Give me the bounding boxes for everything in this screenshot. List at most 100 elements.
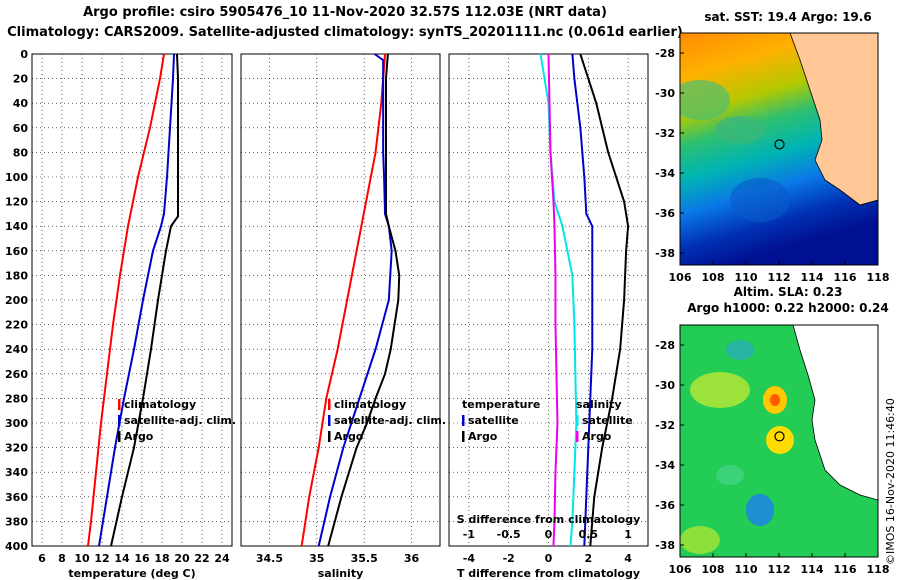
legend-label: Argo — [468, 430, 498, 443]
float-position-marker — [774, 431, 785, 442]
series-line-climatology — [87, 53, 165, 547]
legend-swatch — [462, 431, 465, 442]
map-lon-tick: 106 — [669, 271, 692, 284]
y-tick-label: 20 — [13, 73, 29, 86]
map-lon-tick: 112 — [768, 563, 791, 576]
y-tick-label: 140 — [5, 220, 28, 233]
legend-temperature: climatology satellite-adj. clim. Argo — [118, 398, 236, 443]
x-tick-label: 22 — [194, 552, 209, 565]
y-tick-label: 0 — [20, 48, 28, 61]
series-line-salinity-argo — [579, 53, 630, 547]
map-lon-tick: 106 — [669, 563, 692, 576]
legend-swatch — [576, 415, 579, 426]
x-tick-label: 18 — [154, 552, 169, 565]
legend-swatch — [118, 399, 121, 410]
sla-map-title: Altim. SLA: 0.23 — [733, 285, 843, 299]
legend-swatch — [118, 415, 121, 426]
x-tick-label: 35 — [309, 552, 324, 565]
x-tick-label: 6 — [38, 552, 46, 565]
map-lat-tick: -30 — [655, 379, 675, 392]
y-tick-label: 80 — [13, 146, 29, 159]
x-axis-label: salinity — [318, 567, 364, 580]
legend-swatch — [328, 431, 331, 442]
legend-label: satellite — [582, 414, 633, 427]
y-tick-label: 340 — [5, 466, 28, 479]
y-tick-label: 300 — [5, 417, 28, 430]
map-lat-tick: -38 — [655, 247, 675, 260]
sla-map — [680, 325, 878, 557]
y-tick-label: 280 — [5, 392, 28, 405]
y-tick-label: 100 — [5, 171, 28, 184]
x-tick-label: 10 — [74, 552, 90, 565]
map-lon-tick: 108 — [702, 271, 725, 284]
legend-label: Argo — [334, 430, 364, 443]
y-tick-label: 40 — [13, 97, 29, 110]
y-tick-label: 160 — [5, 245, 28, 258]
map-lat-tick: -34 — [655, 167, 675, 180]
x-tick-label: 2 — [584, 552, 592, 565]
y-tick-label: 240 — [5, 343, 28, 356]
x2-tick-label: 1 — [624, 528, 632, 541]
legend-label: satellite — [468, 414, 519, 427]
y-tick-label: 380 — [5, 515, 28, 528]
title-line-1: Argo profile: csiro 5905476_10 11-Nov-20… — [83, 5, 607, 20]
float-position-marker — [774, 139, 785, 150]
map-lat-tick: -30 — [655, 87, 675, 100]
legend-swatch — [328, 399, 331, 410]
series-line-climatology — [300, 53, 387, 547]
map-lon-tick: 118 — [867, 563, 890, 576]
map-lon-tick: 110 — [735, 563, 758, 576]
x-tick-label: 35.5 — [351, 552, 378, 565]
legend-label: Argo — [124, 430, 154, 443]
legend-label: satellite-adj. clim. — [334, 414, 446, 427]
map-lon-tick: 116 — [834, 563, 857, 576]
x-axis-label: temperature (deg C) — [68, 567, 195, 580]
x-tick-label: 8 — [58, 552, 66, 565]
plot-frame — [31, 53, 233, 547]
profile-panel-1: 6 8 10 12 14 16 18 20 22 24 temperature (deg C) — [31, 53, 233, 580]
sst-map-title: sat. SST: 19.4 Argo: 19.6 — [704, 10, 872, 24]
map-lat-tick: -36 — [655, 499, 675, 512]
legend-label: salinity — [576, 398, 622, 411]
x-tick-label: 4 — [624, 552, 632, 565]
series-line-salinity-satellite — [547, 53, 559, 547]
x2-axis-label: S difference from climatology — [457, 513, 641, 526]
legend-swatch — [328, 415, 331, 426]
x-tick-label: 0 — [545, 552, 553, 565]
legend-salinity: climatology satellite-adj. clim. Argo — [328, 398, 446, 443]
legend-label: satellite-adj. clim. — [124, 414, 236, 427]
map-lon-tick: 114 — [801, 563, 824, 576]
y-tick-label: 320 — [5, 442, 28, 455]
x-tick-label: 24 — [214, 552, 230, 565]
x-tick-label: -4 — [463, 552, 476, 565]
legend-swatch — [118, 431, 121, 442]
map-lon-tick: 116 — [834, 271, 857, 284]
y-tick-label: 360 — [5, 491, 28, 504]
x2-tick-label: 0.5 — [579, 528, 599, 541]
series-line-argo — [327, 53, 401, 547]
y-tick-label: 200 — [5, 294, 28, 307]
x-axis-label: T difference from climatology — [457, 567, 640, 580]
legend-diff-temperature: temperature satellite Argo — [462, 398, 540, 443]
x-tick-label: 14 — [114, 552, 130, 565]
profile-panel-2: 34.5 35 35.5 36 salinity — [240, 53, 441, 580]
map-lat-tick: -38 — [655, 539, 675, 552]
y-tick-label: 400 — [5, 540, 28, 553]
map-lon-tick: 110 — [735, 271, 758, 284]
argo-height-title: Argo h1000: 0.22 h2000: 0.24 — [687, 301, 889, 315]
legend-label: climatology — [334, 398, 406, 411]
map-lon-tick: 118 — [867, 271, 890, 284]
plot-frame — [240, 53, 441, 547]
legend-swatch — [462, 415, 465, 426]
y-tick-label: 260 — [5, 368, 28, 381]
land-mass — [790, 33, 878, 205]
map-lat-tick: -28 — [655, 47, 675, 60]
map-lat-tick: -28 — [655, 339, 675, 352]
x2-tick-label: -1 — [463, 528, 475, 541]
y-tick-label: 220 — [5, 319, 28, 332]
series-line-temperature-argo — [571, 53, 594, 547]
map-lat-tick: -32 — [655, 419, 675, 432]
series-line-argo — [110, 53, 179, 547]
